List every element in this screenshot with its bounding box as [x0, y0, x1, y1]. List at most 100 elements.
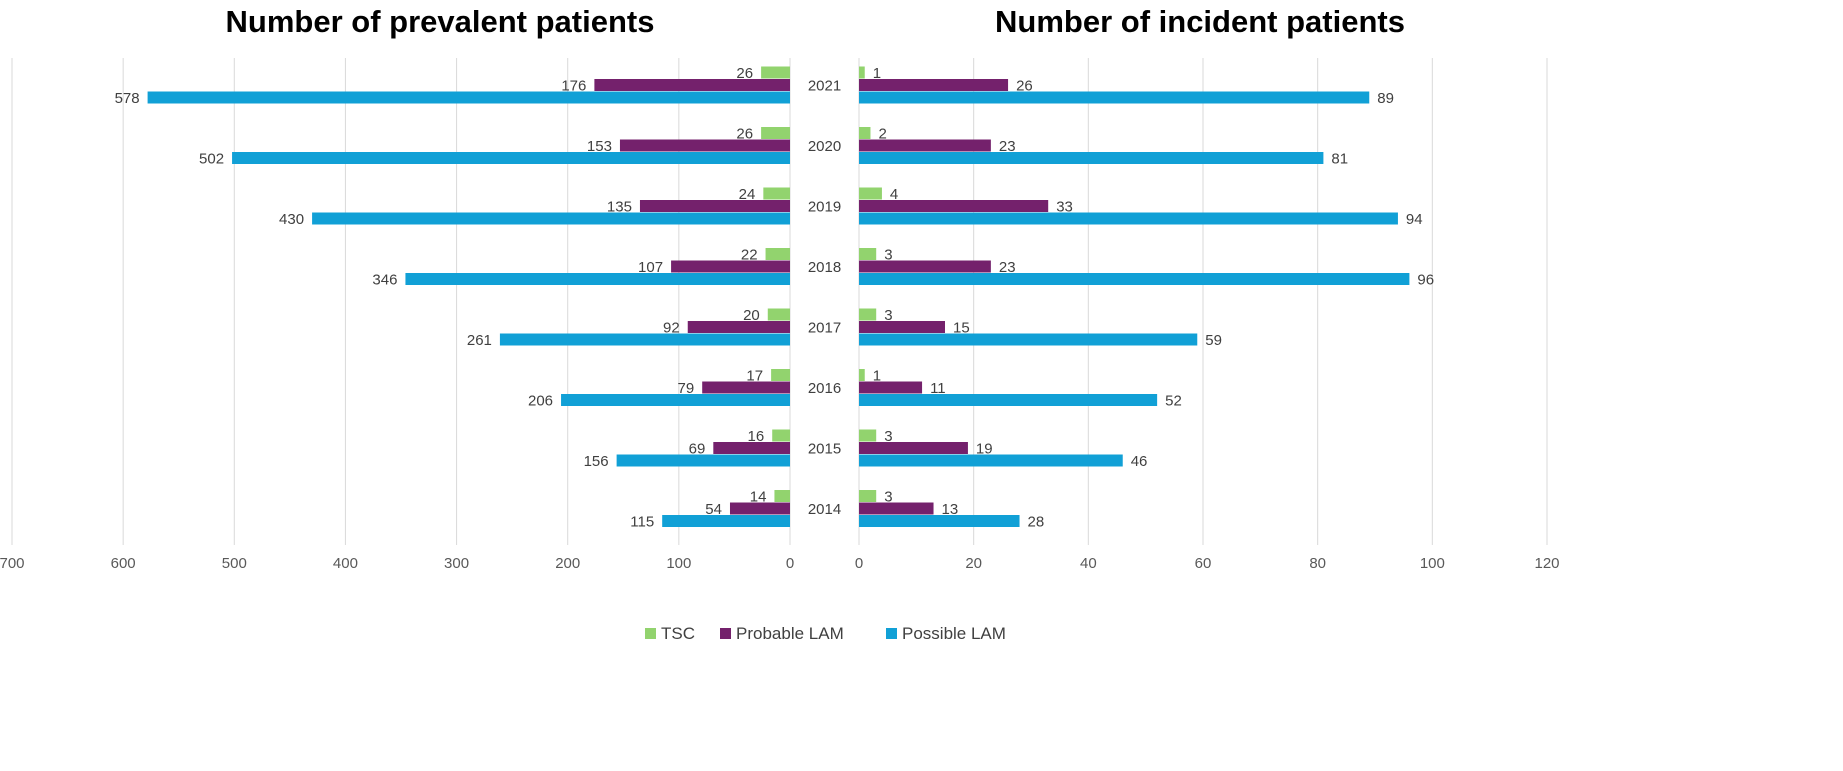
- prevalent-bar-possible-lam-2015: [616, 454, 790, 467]
- prevalent-bar-probable-lam-2014: [729, 502, 790, 515]
- incident-data-label: 4: [890, 186, 898, 203]
- category-label-2015: 2015: [808, 441, 841, 458]
- incident-title: Number of incident patients: [995, 4, 1405, 39]
- incident-data-label: 33: [1056, 199, 1073, 216]
- prevalent-data-label: 26: [736, 126, 753, 143]
- prevalent-bar-possible-lam-2017: [499, 333, 790, 346]
- incident-bar-possible-lam-2018: [859, 273, 1410, 285]
- incident-bar-tsc-2014: [859, 490, 877, 502]
- prevalent-data-label: 156: [584, 453, 609, 470]
- legend-swatch-tsc: [645, 628, 656, 639]
- left-panel-title: Number of prevalent patients: [226, 4, 655, 39]
- prevalent-bar-tsc-2019: [763, 187, 790, 200]
- prevalent-tick-label: 600: [111, 555, 136, 572]
- prevalent-data-label: 430: [279, 211, 304, 228]
- incident-bar-probable-lam-2018: [859, 260, 991, 273]
- prevalent-data-label: 206: [528, 393, 553, 410]
- data-labels: 2626242220171614176153135107927969545785…: [115, 65, 1435, 531]
- incident-data-label: 3: [884, 247, 892, 264]
- incident-bar-possible-lam-2019: [859, 212, 1398, 225]
- incident-data-label: 81: [1331, 151, 1348, 168]
- prevalent-data-label: 107: [638, 259, 663, 276]
- prevalent-bar-probable-lam-2021: [594, 79, 790, 91]
- prevalent-data-label: 578: [115, 90, 140, 107]
- incident-data-label: 13: [942, 501, 959, 518]
- prevalent-bar-tsc-2021: [761, 66, 790, 79]
- incident-data-label: 1: [873, 368, 881, 385]
- incident-data-label: 59: [1205, 332, 1222, 349]
- prevalent-bar-tsc-2016: [771, 369, 790, 381]
- prevalent-data-label: 346: [372, 272, 397, 289]
- axis-ticks: 700 600 500 400 300 200 100 0 0 20 40 60 80 100 120: [0, 555, 1560, 572]
- incident-data-label: 94: [1406, 211, 1423, 228]
- category-label-2021: 2021: [808, 78, 841, 95]
- incident-tick-label: 80: [1309, 555, 1326, 572]
- prevalent-tick-label: 100: [666, 555, 691, 572]
- prevalent-data-label: 17: [746, 368, 763, 385]
- incident-data-label: 89: [1377, 90, 1394, 107]
- legend-swatch-probable-lam: [720, 628, 731, 639]
- legend-label-tsc: TSC: [661, 624, 695, 643]
- prevalent-data-label: 54: [705, 501, 722, 518]
- incident-data-label: 3: [884, 307, 892, 324]
- prevalent-data-label: 176: [561, 78, 586, 95]
- prevalent-bar-possible-lam-2018: [405, 273, 790, 285]
- incident-data-label: 15: [953, 320, 970, 337]
- incident-bar-probable-lam-2019: [859, 200, 1049, 212]
- prevalent-data-label: 26: [736, 65, 753, 82]
- prevalent-bar-possible-lam-2019: [312, 212, 790, 225]
- prevalent-bar-tsc-2018: [765, 248, 790, 260]
- incident-bar-possible-lam-2014: [859, 515, 1020, 527]
- prevalent-bar-probable-lam-2020: [619, 139, 790, 152]
- incident-bar-possible-lam-2020: [859, 152, 1324, 164]
- prevalent-bar-probable-lam-2017: [687, 321, 790, 333]
- incident-data-label: 26: [1016, 78, 1033, 95]
- incident-tick-label: 40: [1080, 555, 1097, 572]
- category-label-2014: 2014: [808, 501, 841, 518]
- incident-data-label: 96: [1417, 272, 1434, 289]
- legend-label-possible-lam: Possible LAM: [902, 624, 1006, 643]
- prevalent-bar-possible-lam-2020: [232, 152, 790, 164]
- incident-bar-tsc-2016: [859, 369, 865, 381]
- incident-data-label: 28: [1028, 514, 1045, 531]
- incident-data-label: 52: [1165, 393, 1182, 410]
- prevalent-bar-possible-lam-2021: [147, 91, 790, 104]
- right-panel-title: Number of incident patients: [995, 4, 1405, 39]
- prevalent-tick-label: 400: [333, 555, 358, 572]
- category-label-2020: 2020: [808, 138, 841, 155]
- incident-tick-label: 20: [965, 555, 982, 572]
- prevalent-bar-tsc-2017: [767, 308, 790, 321]
- incident-bar-probable-lam-2016: [859, 381, 923, 394]
- prevalent-tick-label: 700: [0, 555, 25, 572]
- category-label-2017: 2017: [808, 320, 841, 337]
- incident-bar-tsc-2017: [859, 308, 877, 321]
- incident-data-label: 3: [884, 489, 892, 506]
- incident-bar-probable-lam-2015: [859, 442, 968, 454]
- prevalent-bar-probable-lam-2018: [671, 260, 790, 273]
- incident-data-label: 11: [930, 380, 946, 397]
- legend-label-probable-lam: Probable LAM: [736, 624, 844, 643]
- incident-bar-probable-lam-2014: [859, 502, 934, 515]
- prevalent-bar-probable-lam-2015: [713, 442, 790, 454]
- incident-tick-label: 120: [1534, 555, 1559, 572]
- incident-data-label: 23: [999, 138, 1016, 155]
- incident-bar-tsc-2015: [859, 429, 877, 442]
- prevalent-tick-label: 0: [786, 555, 794, 572]
- gridlines: [11, 58, 1548, 545]
- prevalent-data-label: 22: [741, 247, 758, 264]
- prevalent-bar-tsc-2020: [761, 127, 790, 139]
- incident-bar-tsc-2019: [859, 187, 882, 200]
- prevalent-tick-label: 500: [222, 555, 247, 572]
- incident-data-label: 3: [884, 428, 892, 445]
- bars: [147, 66, 1410, 527]
- incident-bar-possible-lam-2017: [859, 333, 1198, 346]
- prevalent-data-label: 16: [748, 428, 765, 445]
- incident-bar-probable-lam-2020: [859, 139, 991, 152]
- prevalent-data-label: 261: [467, 332, 492, 349]
- incident-bar-tsc-2021: [859, 66, 865, 79]
- incident-bar-probable-lam-2017: [859, 321, 945, 333]
- legend-swatch-possible-lam: [886, 628, 897, 639]
- prevalent-tick-label: 200: [555, 555, 580, 572]
